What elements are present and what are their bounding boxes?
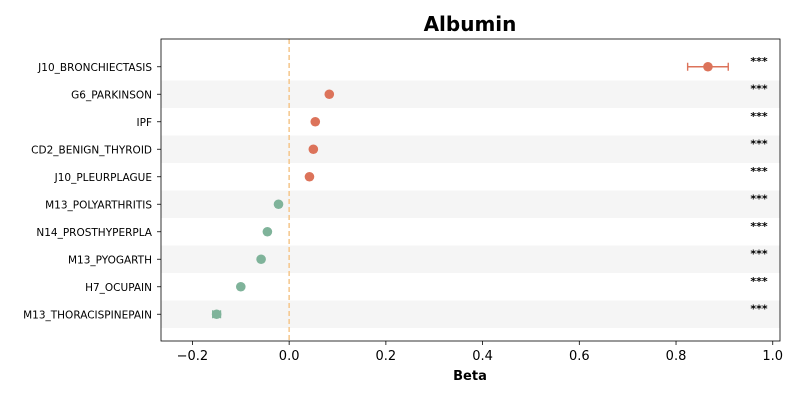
y-tick-label: IPF [137, 117, 152, 129]
significance-label: *** [750, 220, 768, 233]
data-point [703, 61, 713, 72]
data-marks: *** *** *** *** *** *** *** *** *** *** [211, 55, 768, 320]
x-tick-label: 1.0 [762, 349, 783, 364]
significance-label: *** [750, 247, 768, 260]
y-tick-label: N14_PROSTHYPERPLA [36, 227, 152, 239]
y-tick-label: J10_BRONCHIECTASIS [37, 62, 152, 74]
significance-label: *** [750, 110, 768, 123]
x-tick-label: −0.2 [177, 349, 209, 364]
y-tick-label: G6_PARKINSON [71, 89, 152, 101]
significance-label: *** [750, 55, 768, 68]
significance-label: *** [750, 275, 768, 288]
data-point [304, 171, 315, 182]
y-tick-label: M13_POLYARTHRITIS [45, 199, 152, 211]
x-tick-label: 0.2 [376, 349, 397, 364]
row-band [161, 190, 780, 218]
data-point [256, 254, 266, 265]
row-bands [161, 80, 780, 328]
row-band [161, 300, 780, 328]
y-tick-label: CD2_BENIGN_THYROID [31, 144, 152, 156]
significance-label: *** [750, 137, 768, 150]
x-tick-label: 0.4 [472, 349, 493, 364]
row-band [161, 80, 780, 108]
data-point [308, 144, 319, 155]
y-tick-label: M13_PYOGARTH [68, 254, 152, 266]
y-tick-label: M13_THORACISPINEPAIN [23, 309, 152, 321]
row-band [161, 135, 780, 163]
significance-label: *** [750, 82, 768, 95]
data-point [310, 116, 321, 127]
y-tick-label: J10_PLEURPLAGUE [54, 172, 152, 184]
x-tick-label: 0.6 [569, 349, 590, 364]
significance-label: *** [750, 165, 768, 178]
data-point [211, 309, 222, 320]
x-tick-label: 0.8 [666, 349, 687, 364]
x-tick-label: 0.0 [279, 349, 300, 364]
x-axis-label: Beta [453, 369, 487, 384]
data-point [235, 281, 246, 292]
plot-frame [160, 38, 781, 342]
y-axis: J10_BRONCHIECTASIS G6_PARKINSON IPF CD2_BEN… [23, 62, 161, 321]
chart-title: Albumin [424, 12, 517, 36]
y-tick-label: H7_OCUPAIN [85, 282, 152, 294]
x-axis: −0.2 0.0 0.2 0.4 0.6 0.8 1.0 [177, 341, 783, 364]
data-point [273, 199, 284, 210]
data-point [262, 226, 273, 237]
data-point [324, 89, 335, 100]
row-band [161, 245, 780, 273]
significance-label: *** [750, 192, 768, 205]
significance-label: *** [750, 302, 768, 315]
